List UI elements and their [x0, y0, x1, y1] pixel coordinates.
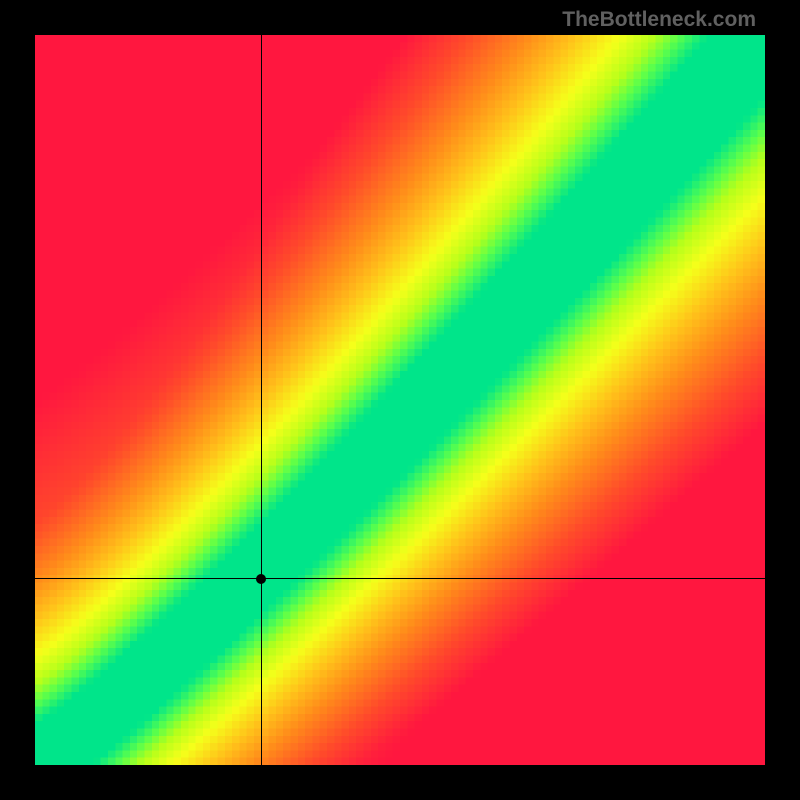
crosshair-horizontal	[35, 578, 765, 579]
crosshair-vertical	[261, 35, 262, 765]
selected-point-marker	[256, 574, 266, 584]
bottleneck-heatmap	[35, 35, 765, 765]
chart-container: TheBottleneck.com	[0, 0, 800, 800]
watermark-label: TheBottleneck.com	[562, 8, 756, 32]
